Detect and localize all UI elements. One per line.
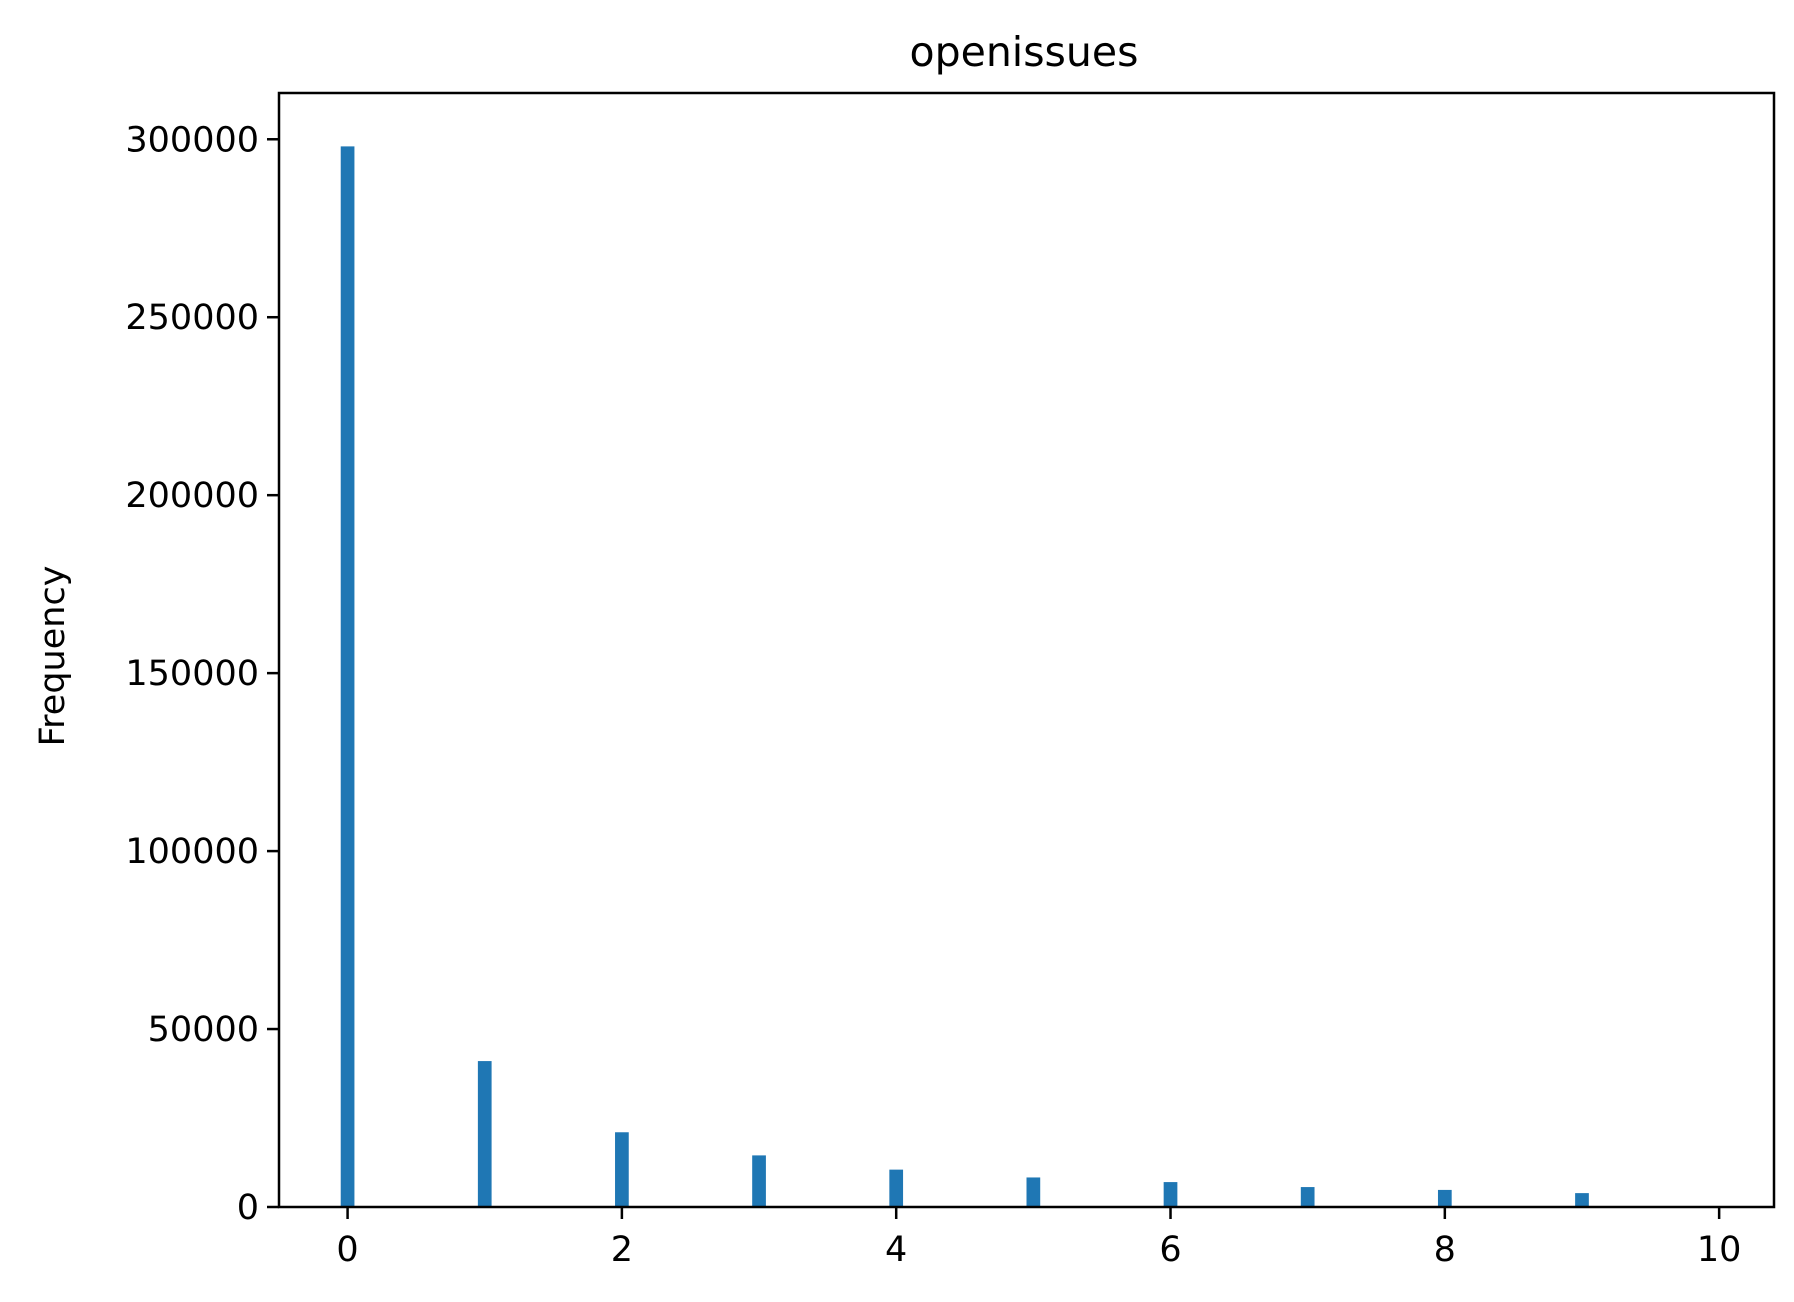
y-tick-label: 150000 — [125, 654, 259, 694]
y-tick-label: 100000 — [125, 832, 259, 872]
x-tick-label: 0 — [336, 1230, 358, 1270]
y-tick-label: 250000 — [125, 298, 259, 338]
histogram-bar — [1163, 1182, 1178, 1207]
histogram-bar — [752, 1155, 766, 1207]
histogram-bar — [889, 1169, 904, 1207]
y-tick-label: 200000 — [125, 476, 259, 516]
y-axis-ticks: 0 50000 100000 150000 200000 250000 300000 — [125, 120, 279, 1228]
x-axis-ticks: 0 2 4 6 8 10 — [336, 1207, 1741, 1270]
bar-series — [340, 146, 1589, 1207]
histogram-bar — [1026, 1177, 1041, 1207]
y-tick-label: 50000 — [148, 1010, 259, 1050]
histogram-bar — [1437, 1189, 1452, 1207]
x-tick-label: 6 — [1159, 1230, 1181, 1270]
histogram-bar — [1575, 1193, 1589, 1207]
histogram-bar — [340, 146, 355, 1207]
plot-frame — [277, 91, 1776, 1209]
y-axis-label: Frequency — [33, 566, 73, 747]
histogram-bar — [1300, 1187, 1315, 1207]
x-tick-label: 8 — [1434, 1230, 1456, 1270]
y-tick-label: 300000 — [125, 120, 259, 160]
chart-title: openissues — [909, 28, 1138, 76]
y-tick-label: 0 — [237, 1188, 259, 1228]
histogram-bar — [477, 1061, 492, 1207]
x-tick-label: 2 — [611, 1230, 633, 1270]
histogram-bar — [615, 1132, 629, 1207]
x-tick-label: 10 — [1697, 1230, 1742, 1270]
x-tick-label: 4 — [885, 1230, 907, 1270]
